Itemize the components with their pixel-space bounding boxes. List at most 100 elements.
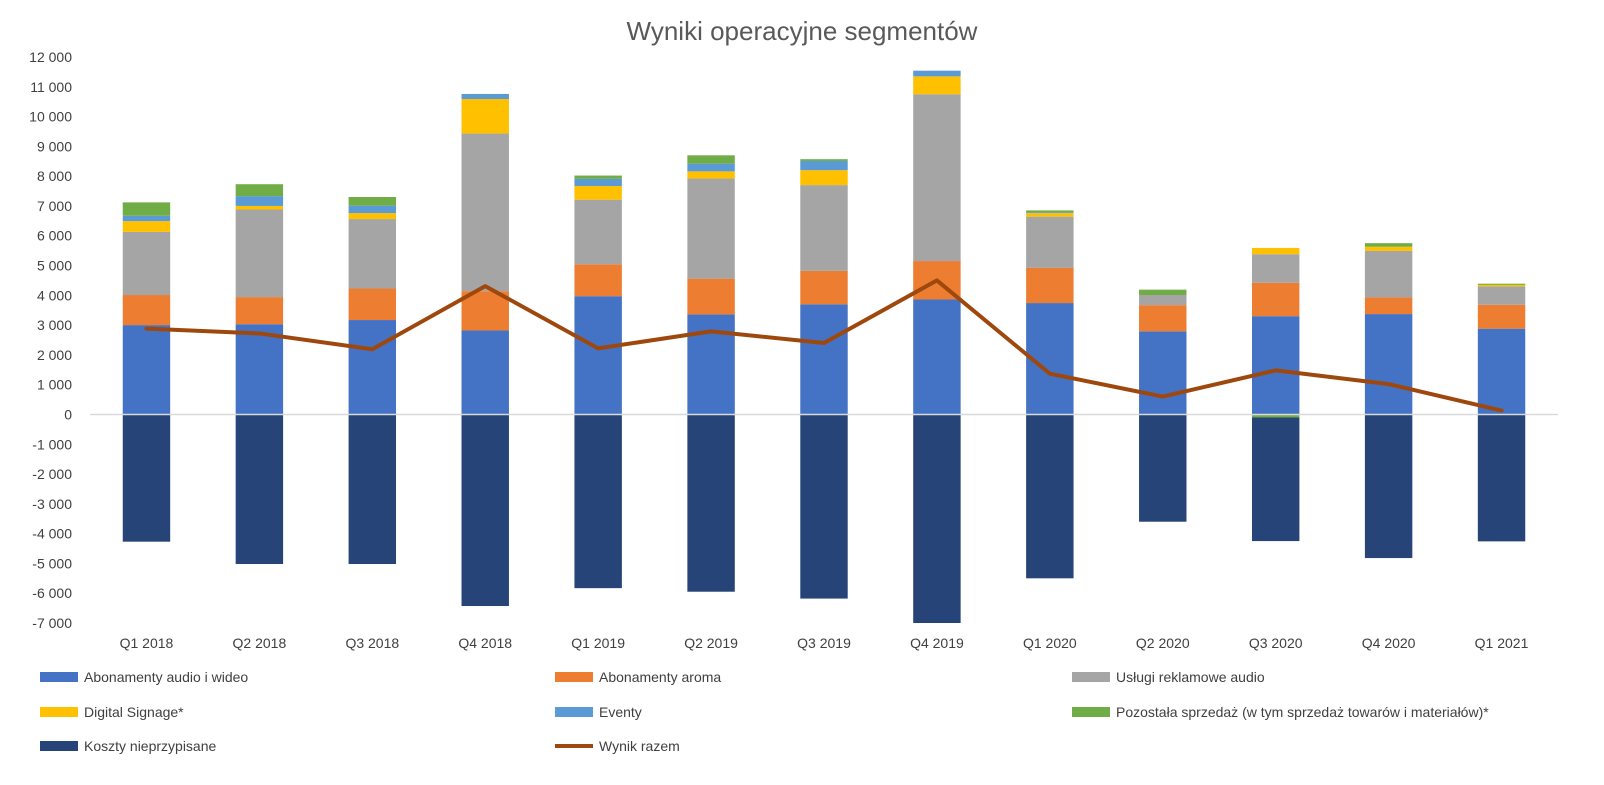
y-tick-label: -5 000 xyxy=(32,555,72,571)
bar-segment xyxy=(574,199,622,265)
bar-segment xyxy=(1477,284,1526,287)
bar-segment xyxy=(1139,414,1187,522)
x-tick-label: Q3 2020 xyxy=(1249,635,1303,651)
bar-segment xyxy=(687,155,735,164)
bar-segment xyxy=(122,202,171,216)
bar-segment xyxy=(461,133,509,292)
bar-segment xyxy=(461,291,509,331)
bar-segment xyxy=(1364,246,1413,251)
bar-segment xyxy=(800,160,848,171)
bar-segment xyxy=(348,414,397,565)
y-tick-label: 6 000 xyxy=(37,228,72,244)
bar-segment xyxy=(348,320,397,415)
y-tick-label: 0 xyxy=(64,406,72,422)
y-tick-label: -7 000 xyxy=(32,615,72,631)
y-tick-label: 10 000 xyxy=(29,109,72,125)
y-tick-label: 12 000 xyxy=(29,49,72,65)
bar-segment xyxy=(800,185,848,271)
bar-segment xyxy=(687,171,735,179)
bar-segment xyxy=(687,178,735,279)
bar-segment xyxy=(1026,414,1074,579)
y-tick-label: 11 000 xyxy=(30,79,72,95)
y-tick-label: 7 000 xyxy=(37,198,72,214)
bar-segment xyxy=(913,414,961,623)
x-tick-label: Q2 2019 xyxy=(684,635,738,651)
bar-segment xyxy=(1139,331,1187,415)
bar-segment xyxy=(800,170,848,186)
bar-segment xyxy=(348,205,397,214)
bar-segment xyxy=(235,209,284,298)
bar-segment xyxy=(1477,286,1526,305)
bar-segment xyxy=(1251,282,1300,317)
x-tick-label: Q4 2019 xyxy=(910,635,964,651)
y-tick-label: 4 000 xyxy=(37,287,72,303)
bar-segment xyxy=(1477,283,1526,285)
bar-segment xyxy=(800,304,848,415)
bar-segment xyxy=(1477,328,1526,415)
bar-segment xyxy=(1251,316,1300,415)
bar-segment xyxy=(1364,250,1413,298)
bar-segment xyxy=(1026,213,1074,217)
bar-stacks xyxy=(122,70,1526,623)
bar-segment xyxy=(348,219,397,289)
bar-segment xyxy=(1364,414,1413,559)
bar-segment xyxy=(913,94,961,262)
bar-segment xyxy=(1251,417,1300,542)
bar-segment xyxy=(913,70,961,77)
x-tick-label: Q1 2021 xyxy=(1475,635,1529,651)
bar-segment xyxy=(1477,304,1526,329)
bar-segment xyxy=(461,330,509,415)
bar-segment xyxy=(574,414,622,589)
bar-segment xyxy=(122,221,171,232)
bar-segment xyxy=(235,205,284,210)
y-axis-tick-labels: 12 000 11 000 10 000 9 000 8 000 7 000 6 000 5 … xyxy=(29,49,72,631)
y-tick-label: 9 000 xyxy=(37,138,72,154)
y-tick-label: -2 000 xyxy=(32,466,72,482)
bar-segment xyxy=(1026,216,1074,268)
bar-segment xyxy=(235,414,284,565)
bar-segment xyxy=(1139,305,1187,332)
y-tick-label: 1 000 xyxy=(37,377,72,393)
bar-segment xyxy=(1026,210,1074,213)
x-tick-label: Q3 2019 xyxy=(797,635,851,651)
bar-segment xyxy=(800,270,848,305)
y-tick-label: -4 000 xyxy=(32,526,72,542)
bar-segment xyxy=(800,414,848,599)
bar-segment xyxy=(122,295,171,326)
bar-segment xyxy=(1364,243,1413,247)
bar-segment xyxy=(235,184,284,197)
bar-segment xyxy=(1251,254,1300,283)
x-tick-label: Q1 2020 xyxy=(1023,635,1077,651)
bar-segment xyxy=(574,185,622,200)
bar-segment xyxy=(574,178,622,186)
bar-segment xyxy=(1139,295,1187,306)
x-tick-label: Q2 2018 xyxy=(233,635,287,651)
bar-segment xyxy=(235,297,284,325)
bar-segment xyxy=(1026,267,1074,304)
bar-segment xyxy=(348,197,397,206)
x-tick-label: Q4 2020 xyxy=(1362,635,1416,651)
x-tick-label: Q1 2018 xyxy=(120,635,174,651)
y-tick-label: -6 000 xyxy=(32,585,72,601)
y-tick-label: 3 000 xyxy=(37,317,72,333)
bar-segment xyxy=(1251,247,1300,255)
bar-segment xyxy=(461,414,509,607)
bar-segment xyxy=(1477,414,1526,542)
bar-segment xyxy=(122,215,171,222)
bar-segment xyxy=(574,264,622,297)
y-tick-label: 8 000 xyxy=(37,168,72,184)
bar-segment xyxy=(122,231,171,296)
bar-segment xyxy=(122,325,171,415)
bar-segment xyxy=(1364,314,1413,415)
bar-segment xyxy=(461,99,509,134)
y-tick-label: 2 000 xyxy=(37,347,72,363)
bar-segment xyxy=(800,159,848,161)
bar-segment xyxy=(687,414,735,592)
y-tick-label: -3 000 xyxy=(32,496,72,512)
bar-segment xyxy=(913,299,961,415)
bar-segment xyxy=(574,296,622,415)
y-tick-label: 5 000 xyxy=(37,258,72,274)
bar-segment xyxy=(348,288,397,321)
bar-segment xyxy=(461,93,509,100)
